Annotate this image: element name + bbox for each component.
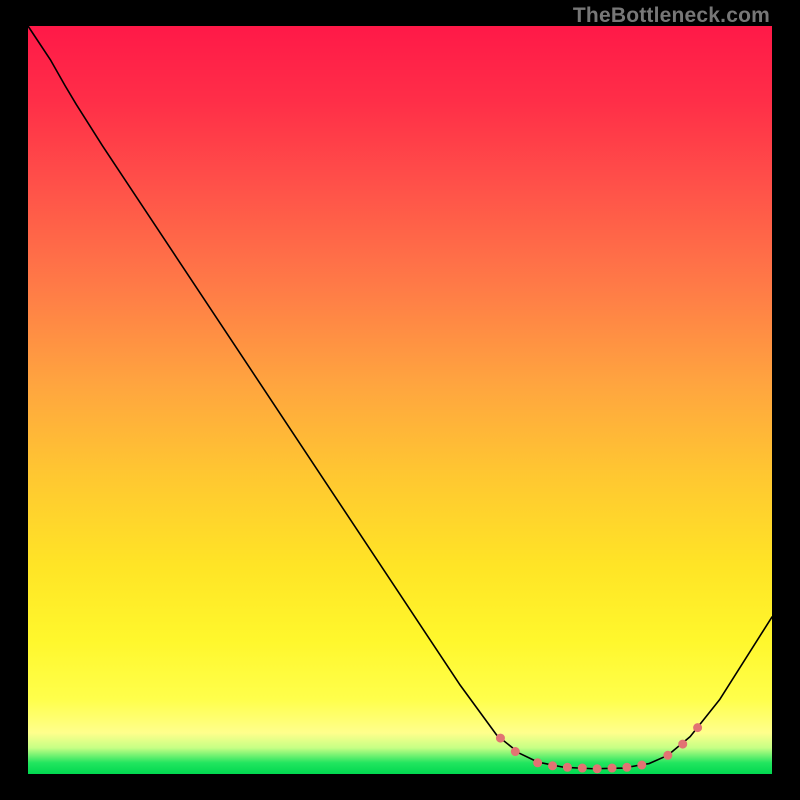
optimal-range-markers bbox=[496, 724, 701, 773]
marker-dot bbox=[578, 764, 586, 772]
marker-dot bbox=[563, 763, 571, 771]
marker-dot bbox=[549, 762, 557, 770]
marker-dot bbox=[623, 763, 631, 771]
marker-dot bbox=[638, 761, 646, 769]
bottleneck-curve bbox=[28, 26, 772, 769]
chart-overlay bbox=[28, 26, 772, 774]
plot-area bbox=[28, 26, 772, 774]
stage: TheBottleneck.com bbox=[0, 0, 800, 800]
marker-dot bbox=[679, 740, 687, 748]
watermark-text: TheBottleneck.com bbox=[573, 4, 770, 28]
marker-dot bbox=[511, 748, 519, 756]
marker-dot bbox=[496, 734, 504, 742]
marker-dot bbox=[534, 759, 542, 767]
marker-dot bbox=[664, 751, 672, 759]
marker-dot bbox=[608, 764, 616, 772]
marker-dot bbox=[593, 765, 601, 773]
marker-dot bbox=[694, 724, 702, 732]
